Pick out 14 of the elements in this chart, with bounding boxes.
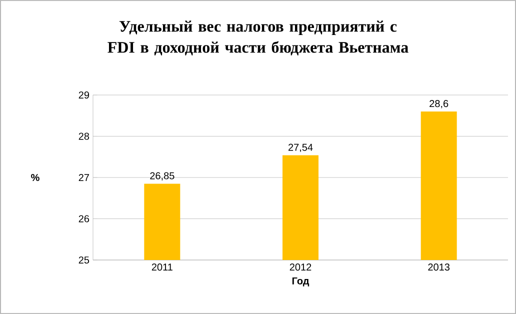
y-tick-label: 26 [78,215,90,222]
y-tick-label: 28 [78,132,90,140]
y-tick-label: 25 [78,256,90,264]
y-tick-label: 29 [78,91,90,99]
chart-title: Удельный вес налогов предприятий с FDI в доходной части бюджета Вьетнама [108,20,408,56]
y-tick-label: 27 [78,174,89,181]
x-tick-label: 2013 [428,264,450,271]
y-axis-title: % [31,174,40,182]
data-label: 26,85 [150,172,174,180]
data-label: 28,6 [430,100,448,108]
x-axis-title: Год [292,277,310,286]
x-tick-label: 2011 [152,264,172,271]
x-tick-label: 2012 [290,264,312,271]
data-label: 27,54 [288,144,313,152]
